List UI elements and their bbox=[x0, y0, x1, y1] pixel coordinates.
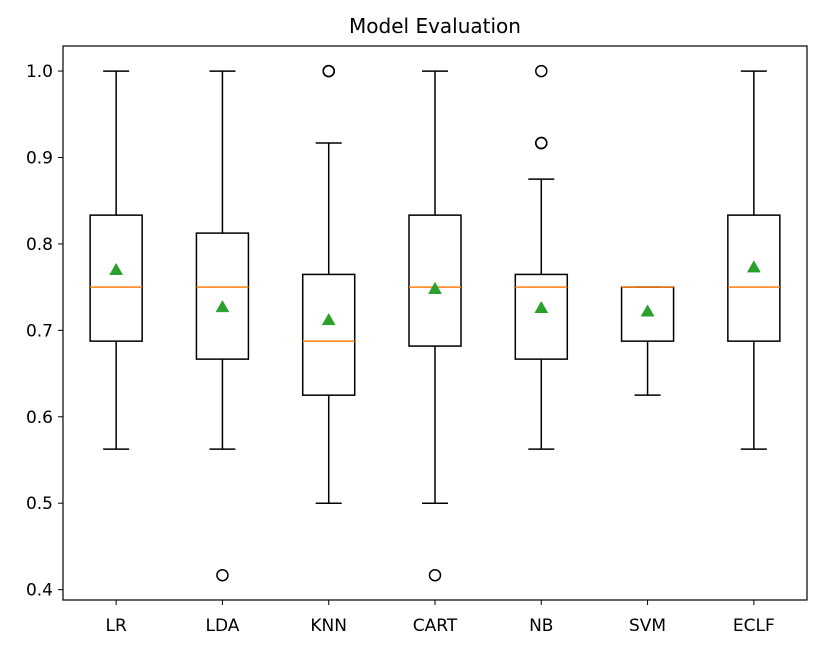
iqr-box bbox=[89, 214, 143, 342]
plot-area bbox=[89, 64, 781, 582]
x-tick-label: LR bbox=[105, 616, 126, 636]
x-tick-label: ECLF bbox=[733, 616, 775, 636]
y-tick-label: 0.5 bbox=[26, 494, 53, 514]
x-tick-label: CART bbox=[413, 616, 458, 636]
outlier-point bbox=[428, 568, 442, 582]
y-tick-label: 0.8 bbox=[26, 235, 53, 255]
iqr-box bbox=[195, 232, 250, 360]
iqr-box bbox=[514, 273, 569, 360]
box-eclf bbox=[727, 70, 781, 450]
axis-ticks: LR LDA KNN CART NB SVM ECLF 0.4 0.5 0.6 0.7 0.8 0.9 1… bbox=[26, 62, 775, 636]
outlier-point bbox=[535, 64, 548, 78]
mean-marker bbox=[746, 260, 761, 273]
x-tick-label: KNN bbox=[310, 616, 347, 636]
mean-marker bbox=[640, 304, 655, 317]
x-tick-label: LDA bbox=[205, 616, 239, 636]
y-tick-label: 0.7 bbox=[26, 321, 53, 341]
iqr-box bbox=[727, 214, 781, 342]
outlier-point bbox=[535, 136, 548, 150]
y-tick-label: 0.6 bbox=[26, 408, 53, 428]
box-svm bbox=[620, 286, 675, 396]
mean-marker bbox=[428, 281, 442, 294]
outlier-point bbox=[216, 568, 229, 582]
iqr-box bbox=[301, 273, 356, 396]
chart-title: Model Evaluation bbox=[349, 14, 521, 38]
x-tick-label: SVM bbox=[629, 616, 666, 636]
y-tick-label: 1.0 bbox=[26, 62, 53, 82]
outlier-point bbox=[322, 64, 335, 78]
mean-marker bbox=[534, 300, 549, 314]
box-cart bbox=[408, 70, 462, 582]
box-lda bbox=[195, 70, 250, 582]
mean-marker bbox=[109, 262, 124, 275]
mean-marker bbox=[215, 300, 230, 313]
y-tick-label: 0.9 bbox=[26, 148, 53, 168]
iqr-box bbox=[408, 214, 462, 347]
box-lr bbox=[89, 70, 143, 450]
box-nb bbox=[514, 64, 569, 450]
x-tick-label: NB bbox=[529, 616, 553, 636]
mean-marker bbox=[321, 312, 336, 326]
box-knn bbox=[301, 64, 356, 504]
y-tick-label: 0.4 bbox=[26, 581, 53, 601]
